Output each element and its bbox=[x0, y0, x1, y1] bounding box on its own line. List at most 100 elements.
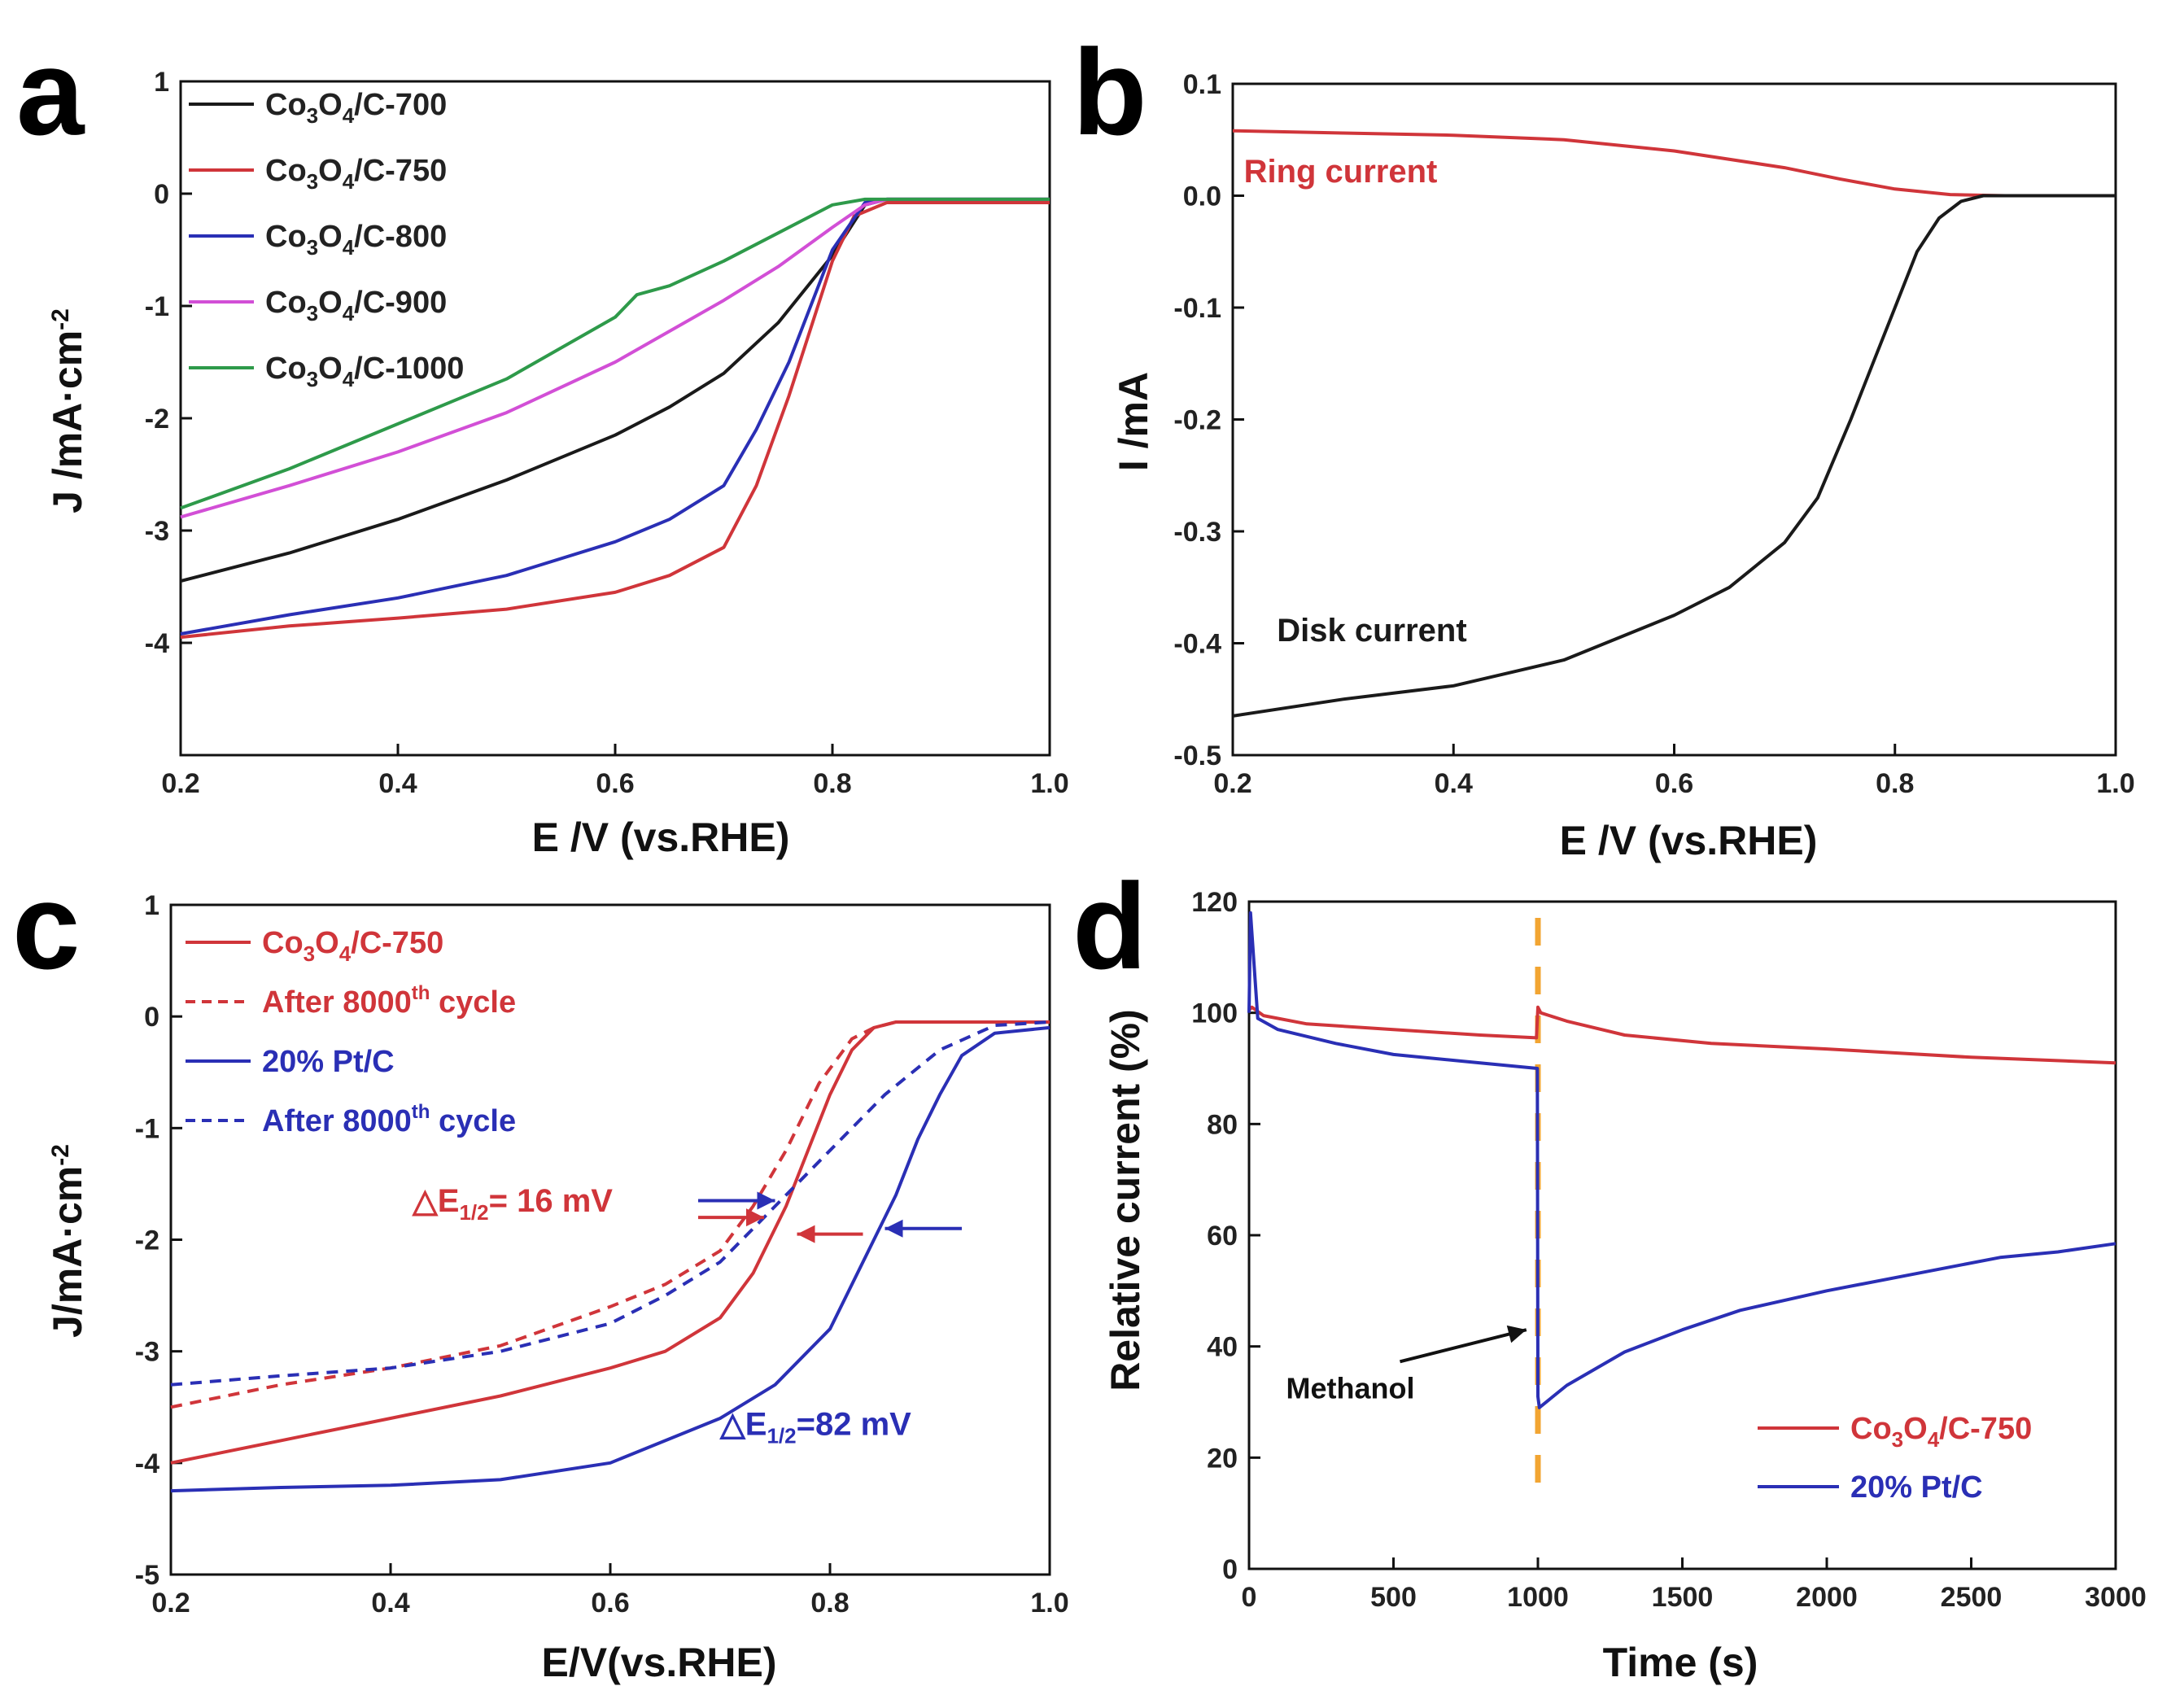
panel-d-xtick-label: 1000 bbox=[1507, 1582, 1569, 1613]
panel-a-legend-label: Co3O4/C-800 bbox=[265, 220, 447, 260]
panel-d-ytick-label: 80 bbox=[1207, 1109, 1238, 1140]
panel-d-ytick-label: 20 bbox=[1207, 1443, 1238, 1474]
panel-b-series-line bbox=[1232, 129, 2116, 198]
panel-c-arrow-head bbox=[797, 1225, 815, 1243]
panel-c-legend-label: Co3O4/C-750 bbox=[262, 926, 443, 966]
panel-a-ytick-label: 1 bbox=[154, 67, 169, 98]
panel-a-series-line bbox=[180, 197, 1050, 510]
panel-b-xtick-label: 0.6 bbox=[1655, 768, 1693, 799]
panel-d-series-line bbox=[1247, 1005, 2116, 1065]
panel-a-ytick-label: -3 bbox=[145, 516, 169, 547]
panel-a-legend-label: Co3O4/C-700 bbox=[265, 88, 447, 128]
panel-d-legend-label: 20% Pt/C bbox=[1850, 1470, 1983, 1505]
panel-c-ytick-label: 1 bbox=[144, 890, 159, 921]
panel-c-xtick-label: 0.2 bbox=[151, 1588, 190, 1618]
panel-a-legend-label: Co3O4/C-900 bbox=[265, 286, 447, 325]
panel-d-xlabel: Time (s) bbox=[1603, 1640, 1758, 1685]
panel-c-ylabel-sup: -2 bbox=[47, 1144, 74, 1166]
panel-b-letter: b bbox=[1072, 24, 1147, 160]
panel-c-ylabel: J/mA·cm-2 bbox=[45, 1144, 90, 1338]
panel-a-letter: a bbox=[16, 24, 85, 160]
panel-c-series-line bbox=[170, 1020, 1050, 1465]
panel-b-ytick-label: -0.2 bbox=[1173, 405, 1221, 436]
panel-c-xtick-label: 0.4 bbox=[371, 1588, 409, 1618]
panel-a-ytick-label: -2 bbox=[145, 404, 169, 435]
panel-b-ytick-label: -0.5 bbox=[1173, 740, 1221, 771]
panel-b-xtick-label: 0.8 bbox=[1876, 768, 1914, 799]
panel-c-xtick-label: 1.0 bbox=[1030, 1588, 1068, 1618]
panel-b-series-line bbox=[1232, 194, 2116, 718]
panel-c-series-line bbox=[170, 1020, 1051, 1387]
panel-c-ytick-label: 0 bbox=[144, 1002, 159, 1033]
panel-d-xtick-label: 3000 bbox=[2085, 1582, 2147, 1613]
panel-d-letter: d bbox=[1072, 858, 1147, 994]
panel-d-xtick-label: 2500 bbox=[1941, 1582, 2003, 1613]
panel-d-plot: 0 500 1000 1500 2000 2500 3000 0 20 40 60 80 100 120 C… bbox=[1191, 887, 2147, 1613]
panel-b-ylabel-main: I /mA bbox=[1111, 372, 1156, 471]
panel-d-frame bbox=[1247, 900, 2117, 1570]
panel-d-xtick-label: 1500 bbox=[1652, 1582, 1714, 1613]
panel-c-delta-annotation: △E1/2= 16 mV bbox=[412, 1183, 613, 1225]
panel-a-xtick-label: 0.8 bbox=[813, 768, 851, 799]
panel-a-ylabel-sup: -2 bbox=[47, 308, 74, 330]
panel-b: b 0.2 0.4 0.6 0.8 1.0 0.1 0.0 -0.1 -0.2 -0.3 -0.4 -… bbox=[1072, 24, 2135, 863]
panel-c-ytick-label: -1 bbox=[135, 1113, 159, 1144]
panel-a-xtick-label: 0.6 bbox=[596, 768, 634, 799]
panel-c-ytick-label: -2 bbox=[135, 1225, 159, 1256]
panel-c-xtick-label: 0.6 bbox=[591, 1588, 629, 1618]
panel-a-ylabel-main: J /mA·cm bbox=[45, 330, 90, 513]
panel-c-arrow-head bbox=[885, 1219, 903, 1238]
panel-c-delta-annotation: △E1/2=82 mV bbox=[719, 1407, 911, 1448]
panel-b-ytick-label: 0.0 bbox=[1183, 181, 1221, 212]
panel-d-ytick-label: 40 bbox=[1207, 1332, 1238, 1363]
panel-d-ytick-label: 60 bbox=[1207, 1221, 1238, 1252]
panel-b-ytick-label: -0.4 bbox=[1173, 629, 1221, 660]
panel-a-xtick-label: 1.0 bbox=[1030, 768, 1068, 799]
panel-c-xlabel: E/V(vs.RHE) bbox=[542, 1640, 777, 1685]
panel-c: c 0.2 0.4 0.6 0.8 1.0 1 0 -1 -2 -3 -4 -5 Co3O4/C-750… bbox=[12, 858, 1069, 1685]
panel-a-series-line bbox=[180, 197, 1050, 636]
methanol-arrow bbox=[1400, 1328, 1527, 1364]
panel-c-series-line bbox=[170, 1025, 1051, 1493]
panel-d: d 0 500 1000 1500 2000 2500 3000 0 20 40 60 80 100 12… bbox=[1072, 858, 2147, 1685]
panel-a-xtick-label: 0.4 bbox=[378, 768, 417, 799]
panel-b-ylabel: I /mA bbox=[1111, 372, 1156, 471]
methanol-label: Methanol bbox=[1286, 1371, 1415, 1404]
panel-b-xtick-label: 0.2 bbox=[1213, 768, 1251, 799]
panel-c-arrow-head bbox=[757, 1191, 775, 1210]
panel-b-curve-annotation: Ring current bbox=[1244, 154, 1438, 190]
panel-d-ytick-label: 120 bbox=[1191, 887, 1238, 918]
panel-a-ytick-label: -1 bbox=[145, 291, 169, 322]
panel-b-ytick-label: -0.1 bbox=[1173, 293, 1221, 324]
panel-a-plot: 0.2 0.4 0.6 0.8 1.0 1 0 -1 -2 -3 -4 Co3O4/C-700 Co3O… bbox=[145, 67, 1069, 799]
panel-c-series-line bbox=[170, 1020, 1050, 1409]
panel-d-ytick-label: 0 bbox=[1222, 1554, 1238, 1585]
panel-b-plot: 0.2 0.4 0.6 0.8 1.0 0.1 0.0 -0.1 -0.2 -0.3 -0.4 -0.… bbox=[1173, 69, 2134, 799]
panel-a-ytick-label: -4 bbox=[145, 628, 169, 659]
panel-b-curve-annotation: Disk current bbox=[1277, 613, 1466, 649]
panel-a-ytick-label: 0 bbox=[154, 179, 169, 210]
panel-a-legend-label: Co3O4/C-1000 bbox=[265, 352, 464, 391]
panel-b-xlabel: E /V (vs.RHE) bbox=[1560, 818, 1818, 863]
panel-c-legend-label: After 8000th cycle bbox=[262, 982, 516, 1020]
panel-d-series-line bbox=[1247, 911, 2116, 1409]
panel-a-xlabel: E /V (vs.RHE) bbox=[532, 815, 790, 860]
panel-c-ylabel-main: J/mA·cm bbox=[45, 1166, 90, 1338]
panel-a-ylabel: J /mA·cm-2 bbox=[45, 308, 90, 513]
panel-c-ytick-label: -4 bbox=[135, 1448, 159, 1479]
panel-d-ylabel: Relative current (%) bbox=[1103, 1009, 1148, 1391]
panel-d-xtick-label: 2000 bbox=[1796, 1582, 1858, 1613]
panel-c-ytick-label: -5 bbox=[135, 1560, 159, 1591]
panel-c-letter: c bbox=[12, 858, 80, 994]
panel-c-legend-label: 20% Pt/C bbox=[262, 1045, 395, 1079]
panel-c-xtick-label: 0.8 bbox=[810, 1588, 849, 1618]
panel-b-ytick-label: -0.3 bbox=[1173, 517, 1221, 548]
panel-c-legend-label: After 8000th cycle bbox=[262, 1101, 516, 1138]
panel-c-arrow-head bbox=[746, 1208, 764, 1227]
panel-d-ytick-label: 100 bbox=[1191, 998, 1238, 1029]
panel-d-legend-label: Co3O4/C-750 bbox=[1850, 1412, 2032, 1452]
panel-d-xtick-label: 0 bbox=[1242, 1582, 1257, 1613]
methanol-arrow-head bbox=[1506, 1325, 1527, 1343]
panel-b-xtick-label: 1.0 bbox=[2096, 768, 2134, 799]
